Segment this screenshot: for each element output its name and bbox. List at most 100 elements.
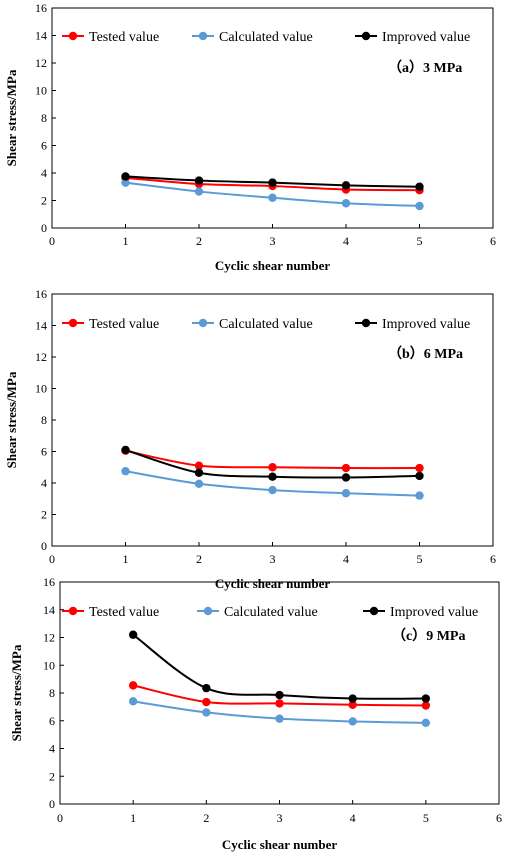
x-tick-label: 6 — [490, 234, 496, 248]
data-point-tested — [275, 699, 284, 708]
y-tick-label: 12 — [35, 56, 47, 70]
legend-marker-calculated — [198, 31, 208, 41]
data-point-calculated — [194, 479, 204, 488]
legend-label-tested: Tested value — [89, 317, 159, 332]
legend-label-improved: Improved value — [390, 605, 478, 620]
data-point-tested — [415, 463, 424, 473]
panel-annotation: （a）3 MPa — [388, 60, 462, 76]
x-tick-label: 2 — [203, 811, 209, 825]
data-point-calculated — [415, 201, 424, 211]
y-tick-label: 2 — [49, 769, 55, 783]
y-tick-label: 14 — [35, 29, 47, 43]
data-point-improved — [415, 471, 424, 481]
data-point-calculated — [121, 466, 130, 476]
data-point-improved — [194, 468, 204, 477]
data-point-improved — [128, 630, 138, 639]
x-tick-label: 5 — [417, 552, 423, 566]
data-point-calculated — [121, 178, 130, 187]
legend-marker-tested — [68, 31, 78, 41]
legend-label-calculated: Calculated value — [219, 30, 313, 45]
x-tick-label: 0 — [49, 234, 55, 248]
y-axis-title: Shear stress/MPa — [4, 69, 19, 166]
data-point-improved — [421, 694, 431, 703]
data-point-improved — [202, 683, 211, 693]
data-point-calculated — [202, 708, 211, 717]
data-point-improved — [348, 694, 357, 703]
x-tick-label: 1 — [123, 234, 129, 248]
y-tick-label: 0 — [49, 797, 55, 811]
x-tick-label: 1 — [130, 811, 136, 825]
y-tick-label: 4 — [41, 476, 47, 490]
data-point-calculated — [341, 489, 351, 498]
legend-label-calculated: Calculated value — [224, 605, 318, 620]
x-tick-label: 5 — [423, 811, 429, 825]
legend-marker-tested — [68, 318, 78, 328]
data-point-improved — [194, 176, 204, 185]
y-axis-title: Shear stress/MPa — [4, 371, 19, 468]
data-point-improved — [341, 473, 351, 482]
y-tick-label: 14 — [35, 319, 47, 333]
legend-label-improved: Improved value — [382, 317, 470, 332]
legend-label-calculated: Calculated value — [219, 317, 313, 332]
y-tick-label: 4 — [49, 742, 55, 756]
data-point-tested — [194, 461, 204, 470]
y-tick-label: 0 — [41, 221, 47, 235]
y-tick-label: 6 — [49, 714, 55, 728]
x-axis-title: Cyclic shear number — [215, 576, 331, 591]
data-point-calculated — [415, 491, 424, 500]
y-tick-label: 6 — [41, 139, 47, 153]
legend-label-tested: Tested value — [89, 605, 159, 620]
data-point-tested — [348, 700, 357, 709]
y-tick-label: 16 — [35, 287, 47, 301]
data-point-calculated — [128, 697, 138, 706]
x-tick-label: 3 — [270, 552, 276, 566]
data-point-improved — [341, 181, 351, 190]
legend-marker-improved — [361, 31, 371, 41]
series-line-improved — [132, 633, 426, 700]
y-tick-label: 10 — [35, 84, 47, 98]
data-point-improved — [268, 472, 277, 481]
x-tick-label: 3 — [277, 811, 283, 825]
y-tick-label: 10 — [35, 382, 47, 396]
legend-marker-improved — [369, 606, 379, 616]
y-tick-label: 12 — [43, 631, 55, 645]
y-tick-label: 8 — [41, 111, 47, 125]
legend-marker-calculated — [198, 318, 208, 328]
y-tick-label: 10 — [43, 658, 55, 672]
data-point-calculated — [275, 714, 284, 723]
y-tick-label: 6 — [41, 445, 47, 459]
data-point-calculated — [421, 718, 431, 728]
x-tick-label: 5 — [417, 234, 423, 248]
data-point-tested — [341, 463, 351, 473]
data-point-improved — [268, 178, 277, 187]
data-point-calculated — [341, 199, 351, 208]
x-tick-label: 2 — [196, 234, 202, 248]
x-tick-label: 1 — [123, 552, 129, 566]
x-tick-label: 3 — [270, 234, 276, 248]
legend-marker-tested — [68, 606, 78, 616]
y-tick-label: 16 — [43, 575, 55, 589]
y-tick-label: 0 — [41, 539, 47, 553]
data-point-improved — [121, 445, 130, 455]
legend-marker-improved — [361, 318, 371, 328]
y-tick-label: 12 — [35, 350, 47, 364]
y-tick-label: 14 — [43, 603, 55, 617]
x-tick-label: 4 — [350, 811, 356, 825]
data-point-improved — [415, 182, 424, 191]
panel-annotation: （c）9 MPa — [392, 628, 465, 644]
data-point-calculated — [194, 187, 204, 196]
y-tick-label: 8 — [41, 413, 47, 427]
y-tick-label: 2 — [41, 508, 47, 522]
legend-marker-calculated — [203, 606, 213, 616]
data-point-tested — [268, 463, 277, 472]
x-tick-label: 0 — [57, 811, 63, 825]
y-tick-label: 8 — [49, 686, 55, 700]
y-tick-label: 2 — [41, 194, 47, 208]
panel-annotation: （b）6 MPa — [388, 346, 463, 362]
data-point-tested — [421, 701, 431, 710]
y-axis-title: Shear stress/MPa — [9, 644, 24, 741]
y-tick-label: 4 — [41, 166, 47, 180]
